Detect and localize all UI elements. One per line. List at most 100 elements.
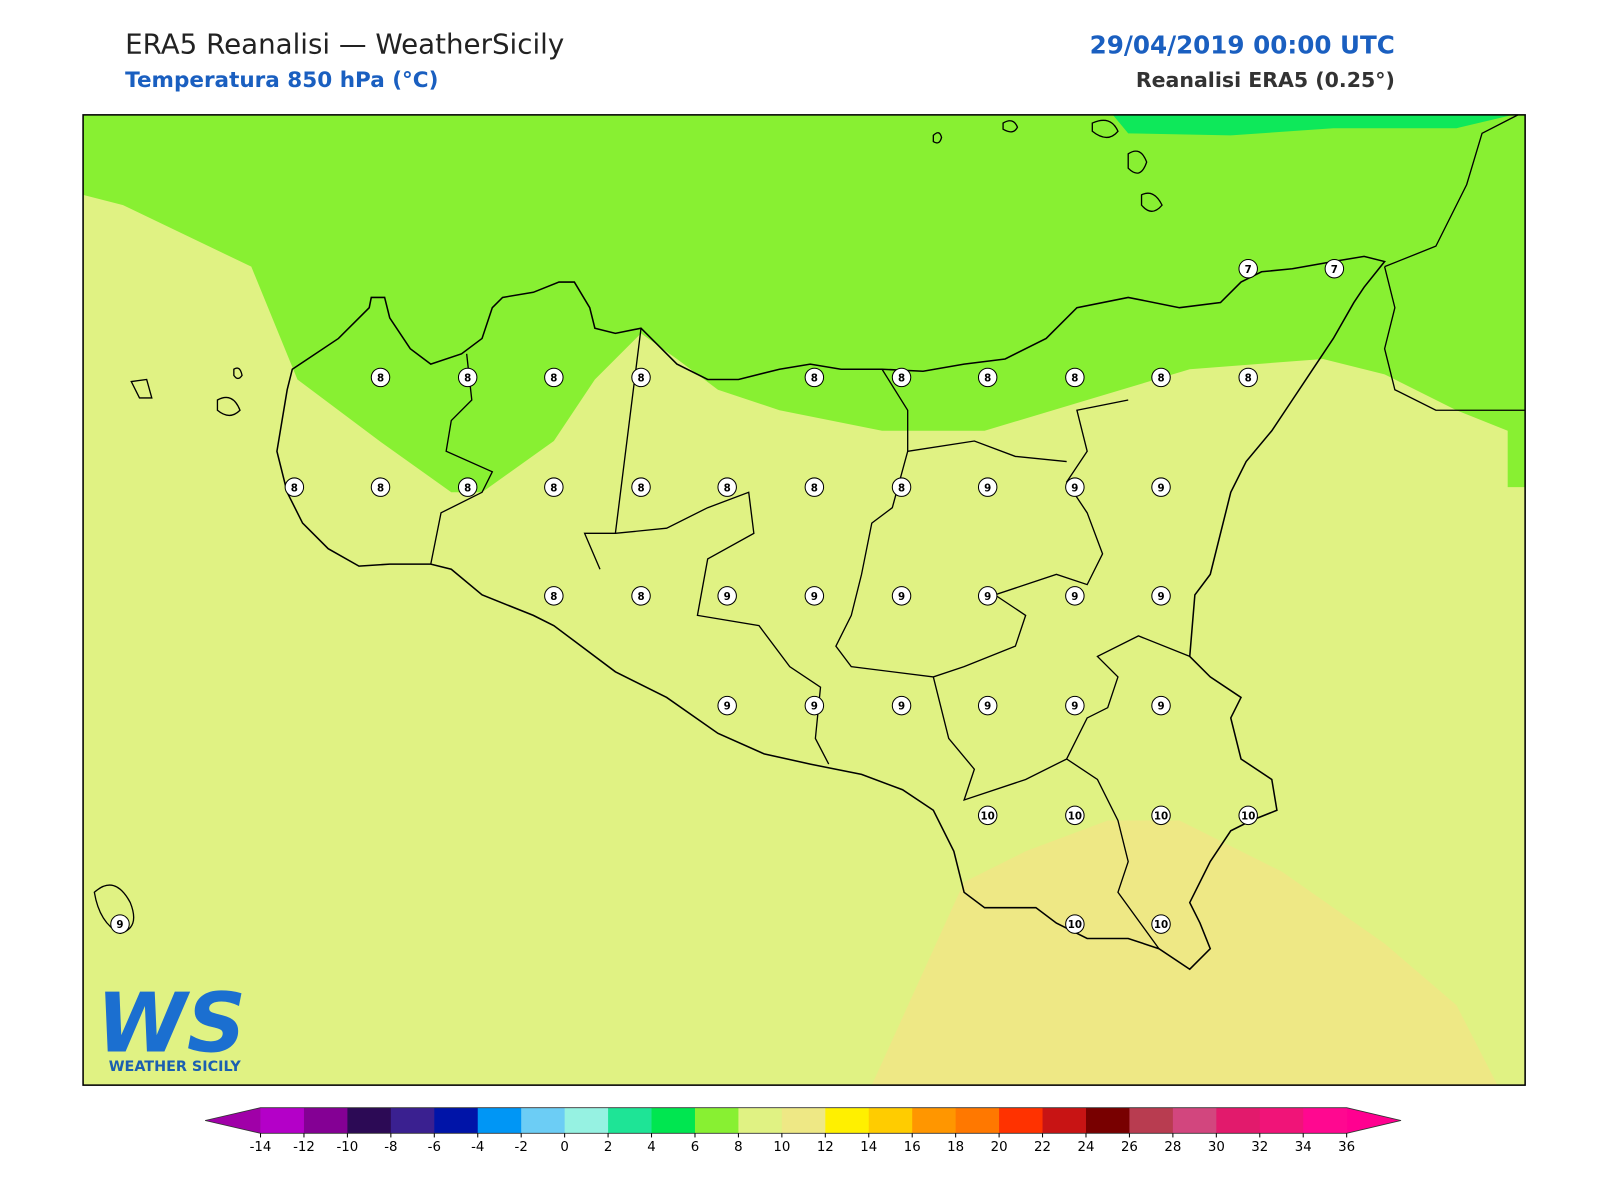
colorbar-segment — [1042, 1107, 1087, 1134]
field-6-8 — [83, 114, 1526, 493]
logo-text: WEATHER SICILY — [109, 1059, 242, 1075]
colorbar-segment — [868, 1107, 913, 1134]
grid-label: 8 — [811, 482, 818, 494]
grid-label-circle — [631, 367, 651, 388]
colorbar: -14 -12 -10 -8 -6 -4 -2 0 2 4 6 8 10 12 14 16 18 20 22 24 26… — [205, 1107, 1402, 1155]
grid-label: 8 — [377, 482, 384, 494]
grid-label: 8 — [464, 482, 471, 494]
grid-label-circle — [1324, 258, 1345, 279]
grid-label: 9 — [984, 701, 991, 713]
grid-label: 9 — [1071, 701, 1078, 713]
grid-label-circle — [1238, 258, 1258, 279]
grid-label: 9 — [116, 919, 123, 931]
grid-label: 8 — [984, 373, 991, 385]
grid-label-circle — [1151, 367, 1171, 388]
colorbar-tick-label: 26 — [1121, 1140, 1138, 1155]
colorbar-segment — [912, 1107, 957, 1134]
grid-label-circle — [1238, 805, 1258, 826]
colorbar-tick-label: 24 — [1078, 1140, 1095, 1155]
colorbar-tick-label: 34 — [1295, 1140, 1312, 1155]
colorbar-segment — [564, 1107, 609, 1134]
grid-label-circle — [544, 586, 564, 606]
colorbar-segment — [608, 1107, 653, 1134]
grid-label-circle — [284, 477, 305, 497]
grid-label: 8 — [724, 482, 731, 494]
colorbar-tick-label: -6 — [428, 1140, 441, 1155]
colorbar-segment — [303, 1107, 348, 1134]
grid-label-circle — [804, 367, 825, 388]
grid-label: 10 — [1241, 810, 1255, 822]
colorbar-tick-label: -8 — [384, 1140, 397, 1155]
grid-label-circle — [977, 367, 998, 388]
grid-label: 7 — [1331, 264, 1338, 276]
grid-label-circle — [977, 477, 998, 497]
grid-label-circle — [1151, 914, 1171, 934]
grid-label: 10 — [981, 810, 995, 822]
colorbar-segment — [347, 1107, 392, 1134]
grid-label: 8 — [898, 482, 905, 494]
grid-label-circle — [1151, 477, 1171, 497]
grid-label-circle — [370, 367, 391, 388]
colorbar-tick-label: -12 — [293, 1140, 315, 1155]
colorbar-segment — [694, 1107, 739, 1134]
grid-label-circle — [804, 695, 825, 716]
grid-label-circle — [1065, 586, 1085, 606]
colorbar-tick-label: 22 — [1034, 1140, 1051, 1155]
grid-label-circle — [457, 367, 478, 388]
grid-label-circle — [1065, 805, 1085, 826]
grid-label-circle — [717, 586, 737, 606]
grid-label: 10 — [1068, 810, 1082, 822]
grid-label: 8 — [1157, 373, 1164, 385]
colorbar-tick-label: 2 — [604, 1140, 612, 1155]
colorbar-tick-label: 14 — [860, 1140, 877, 1155]
grid-label: 9 — [1071, 591, 1078, 603]
colorbar-segment — [1303, 1107, 1348, 1134]
grid-label: 9 — [1157, 701, 1164, 713]
subtitle: Temperatura 850 hPa (°C) — [125, 68, 438, 93]
colorbar-tick-label: 16 — [904, 1140, 921, 1155]
colorbar-tick-label: 8 — [734, 1140, 742, 1155]
colorbar-segment — [999, 1107, 1044, 1134]
grid-label-circle — [1151, 586, 1171, 606]
field-10-12 — [871, 820, 1498, 1086]
grid-label: 10 — [1154, 810, 1168, 822]
grid-label-circle — [1065, 477, 1085, 497]
colorbar-tick-label: 12 — [817, 1140, 834, 1155]
grid-label: 9 — [984, 591, 991, 603]
logo: WS WEATHER SICILY — [96, 976, 246, 1074]
grid-labels: 7 7 8 8 8 8 8 8 8 8 8 8 8 8 8 8 8 8 8 8 9 9 9 8 8 9 9 9 9 9 9 9 9 9 9 9 9 10 1… — [110, 258, 1345, 934]
colorbar-tick-label: 6 — [691, 1140, 699, 1155]
grid-label-circle — [1065, 914, 1085, 934]
colorbar-tick-label: 20 — [991, 1140, 1008, 1155]
grid-label-circle — [631, 477, 651, 497]
colorbar-segment — [434, 1107, 479, 1134]
colorbar-segment — [738, 1107, 783, 1134]
grid-label: 9 — [984, 482, 991, 494]
colorbar-segment — [521, 1107, 566, 1134]
grid-label-circle — [804, 586, 825, 606]
colorbar-segment — [955, 1107, 1000, 1134]
grid-label-circle — [804, 477, 825, 497]
grid-label: 9 — [1071, 482, 1078, 494]
grid-label-circle — [1238, 367, 1258, 388]
colorbar-tick-label: 30 — [1208, 1140, 1225, 1155]
grid-label-circle — [977, 586, 998, 606]
grid-label-circle — [891, 367, 912, 388]
grid-label-circle — [110, 914, 130, 934]
colorbar-segment — [390, 1107, 435, 1134]
grid-label: 8 — [811, 373, 818, 385]
grid-label: 9 — [724, 701, 731, 713]
colorbar-segment — [1129, 1107, 1174, 1134]
grid-label-circle — [1151, 805, 1171, 826]
grid-label-circle — [1065, 695, 1085, 716]
grid-label: 9 — [1157, 591, 1164, 603]
grid-label-circle — [977, 695, 998, 716]
colorbar-segment — [1172, 1107, 1217, 1134]
grid-label: 8 — [1071, 373, 1078, 385]
colorbar-segment — [1259, 1107, 1304, 1134]
colorbar-segment — [825, 1107, 870, 1134]
province-borders — [430, 328, 1190, 950]
grid-label-circle — [457, 477, 478, 497]
grid-label: 8 — [550, 373, 557, 385]
